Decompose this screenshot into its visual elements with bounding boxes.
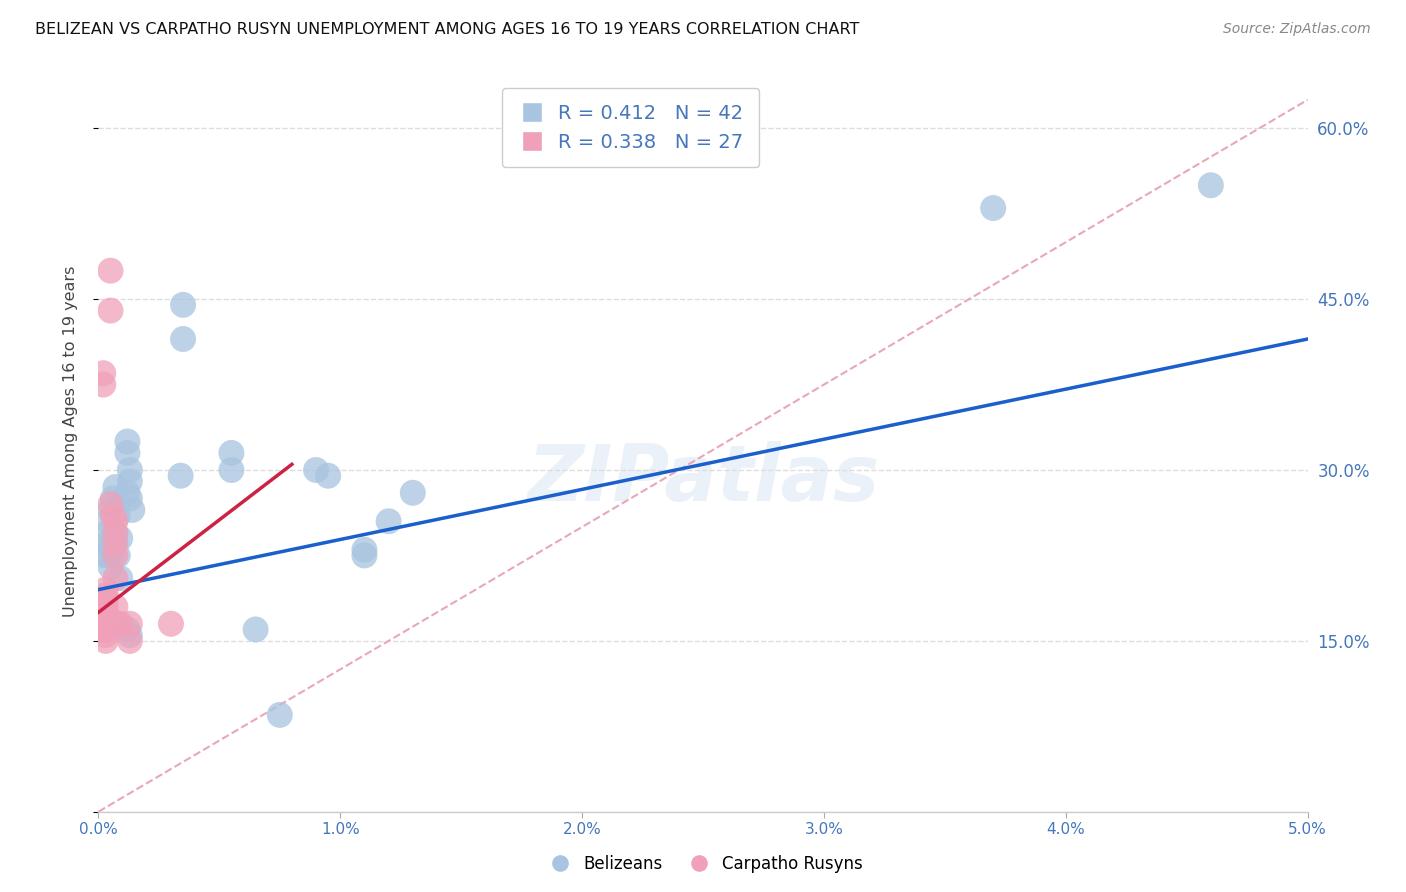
Point [108,571,131,585]
Point [94,606,117,620]
Point [981,201,1004,215]
Point [402,485,425,500]
Point [221,446,243,460]
Point [100,559,122,574]
Text: ZIPatlas: ZIPatlas [527,441,879,516]
Point [94,594,117,608]
Point [117,623,139,637]
Point [94,537,117,551]
Point [108,616,131,631]
Point [94,582,117,597]
Point [118,616,141,631]
Point [316,468,339,483]
Point [101,491,124,506]
Point [169,468,191,483]
Point [94,549,117,563]
Point [104,549,127,563]
Point [353,542,375,557]
Point [104,571,127,585]
Point [94,619,117,633]
Point [118,491,141,506]
Point [121,503,143,517]
Point [104,514,127,528]
Point [160,616,183,631]
Point [97,525,120,540]
Point [97,514,120,528]
Text: BELIZEAN VS CARPATHO RUSYN UNEMPLOYMENT AMONG AGES 16 TO 19 YEARS CORRELATION CH: BELIZEAN VS CARPATHO RUSYN UNEMPLOYMENT … [35,22,859,37]
Point [172,332,194,346]
Point [94,588,117,602]
Point [118,463,141,477]
Point [100,537,122,551]
Y-axis label: Unemployment Among Ages 16 to 19 years: Unemployment Among Ages 16 to 19 years [63,266,77,617]
Point [118,628,141,642]
Point [100,503,122,517]
Point [117,446,139,460]
Point [94,628,117,642]
Point [118,475,141,489]
Point [100,303,122,318]
Point [91,377,114,392]
Point [104,525,127,540]
Point [117,485,139,500]
Point [94,602,117,616]
Point [104,480,127,494]
Point [117,434,139,449]
Point [118,633,141,648]
Point [104,599,127,614]
Point [104,537,127,551]
Point [101,508,124,523]
Point [94,623,117,637]
Point [97,549,120,563]
Point [172,298,194,312]
Point [108,532,131,546]
Point [305,463,328,477]
Point [100,263,122,277]
Text: Source: ZipAtlas.com: Source: ZipAtlas.com [1223,22,1371,37]
Legend: R = 0.412   N = 42, R = 0.338   N = 27: R = 0.412 N = 42, R = 0.338 N = 27 [502,88,759,168]
Point [101,542,124,557]
Point [353,549,375,563]
Point [1199,178,1222,193]
Point [245,623,267,637]
Point [107,508,129,523]
Legend: Belizeans, Carpatho Rusyns: Belizeans, Carpatho Rusyns [536,848,870,880]
Point [269,707,291,722]
Point [107,497,129,511]
Point [104,532,127,546]
Point [107,549,129,563]
Point [107,616,129,631]
Point [94,633,117,648]
Point [104,525,127,540]
Point [377,514,399,528]
Point [94,611,117,625]
Point [221,463,243,477]
Point [100,497,122,511]
Point [91,366,114,380]
